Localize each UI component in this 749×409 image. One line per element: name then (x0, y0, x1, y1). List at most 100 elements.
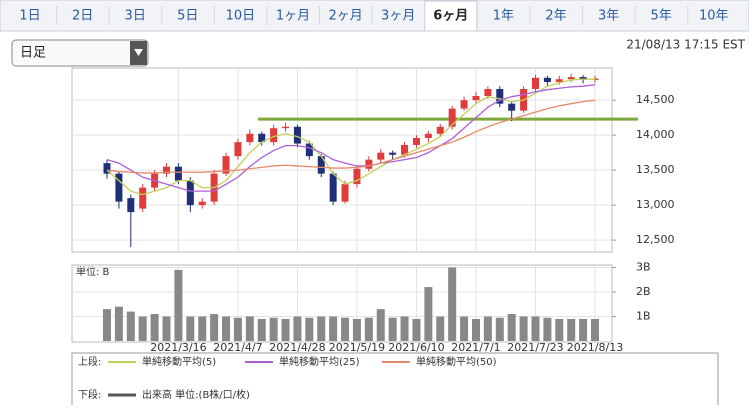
candle-body (567, 77, 575, 80)
volume-bar (448, 267, 457, 341)
tab[interactable]: 5年 (651, 9, 672, 24)
candle-body (365, 159, 373, 169)
dropdown[interactable] (11, 39, 149, 67)
volume-bar (567, 318, 576, 341)
volume-bar (424, 287, 433, 341)
candle-body (305, 143, 313, 157)
candle-body (127, 198, 135, 213)
x-tick-label: 2021/8/13 (567, 341, 623, 354)
tab[interactable]: 2日 (72, 9, 93, 24)
candle-body (270, 128, 278, 143)
volume-bar (579, 318, 588, 341)
volume-bar (103, 309, 111, 341)
volume-bar (507, 314, 516, 341)
tab[interactable]: 3年 (598, 9, 619, 24)
candle-body (484, 88, 492, 96)
candle-body (543, 77, 551, 82)
candle-body (555, 79, 563, 82)
selected-tab (424, 0, 478, 32)
candle-body (531, 77, 539, 89)
tab[interactable]: 5日 (177, 9, 198, 24)
tab[interactable]: 3日 (125, 9, 146, 24)
candle-body (139, 187, 147, 209)
volume-bar (519, 316, 528, 341)
candle-body (222, 156, 230, 174)
tabs: 1日 2日 3日 5日 10日 1ヶ月 2ヶ月 3ヶ月 6ヶ月 1年 2年 3年 5年 10年 (19, 0, 729, 32)
x-tick-label: 2021/7/1 (451, 341, 500, 354)
y-tick-label: 14,000 (636, 128, 675, 141)
candle-body (163, 166, 171, 174)
moving-average-line (106, 78, 595, 196)
volume-bar (591, 318, 599, 341)
x-tick-label: 2021/7/23 (507, 341, 563, 354)
legend-label: 単純移動平均(5) (142, 355, 216, 368)
candle-body (424, 133, 432, 138)
legend-lower-label: 下段: (78, 388, 101, 401)
volume-bar (293, 316, 302, 341)
candle-body (377, 152, 385, 160)
candle-body (460, 100, 468, 109)
candle-body (508, 103, 516, 111)
candle-body (436, 126, 444, 134)
y-tick-label: 3B (636, 260, 651, 273)
x-tick-label: 2021/3/16 (150, 341, 206, 354)
moving-average-line (106, 84, 596, 192)
volume-bar (364, 317, 373, 341)
legend-upper-label: 上段: (78, 355, 101, 368)
y-tick-label: 13,000 (636, 198, 675, 211)
tab[interactable]: 10年 (699, 9, 729, 24)
tab[interactable]: 1年 (493, 9, 514, 24)
volume-bar (471, 318, 480, 341)
timestamp: 21/08/13 17:15 EST (626, 38, 745, 52)
candle-body (353, 168, 361, 185)
y-tick-label: 1B (636, 309, 651, 322)
x-tick-label: 2021/4/7 (213, 341, 262, 354)
volume-bar (257, 318, 266, 341)
candle-body (496, 88, 504, 104)
tab[interactable]: 2ヶ月 (328, 9, 362, 24)
dropdown-arrow (134, 49, 143, 56)
candle-body (258, 133, 266, 143)
tab[interactable]: 6ヶ月 (433, 9, 468, 24)
candle-body (389, 152, 397, 155)
candle-body (234, 142, 242, 157)
volume-bar (114, 306, 123, 341)
volume-bar (186, 316, 195, 341)
legend-label: 単純移動平均(25) (279, 355, 360, 368)
x-tick-label: 2021/5/19 (329, 341, 385, 354)
volume-bar (305, 317, 314, 341)
candle-body (412, 137, 420, 145)
volume-bar (162, 316, 171, 341)
y-tick-label: 13,500 (636, 163, 675, 176)
candle-body (317, 156, 325, 174)
tab[interactable]: 1日 (19, 9, 40, 24)
tab[interactable]: 3ヶ月 (381, 9, 415, 24)
legend-label: 単純移動平均(50) (416, 355, 497, 368)
tab[interactable]: 2年 (545, 9, 566, 24)
volume-bar (329, 316, 338, 341)
volume-bar (376, 309, 385, 341)
candle-body (448, 108, 456, 127)
volume-bar (352, 318, 361, 341)
volume-bar (269, 317, 278, 341)
candle-body (282, 126, 290, 129)
volume-bar (341, 317, 350, 341)
candle-body (103, 163, 111, 174)
candle-body (293, 126, 301, 144)
volume-unit: 単位: B (76, 265, 110, 278)
y-tick-label: 2B (636, 285, 651, 298)
volume-bar (543, 317, 552, 341)
volume-bar (531, 316, 540, 341)
candle-body (329, 173, 337, 202)
tab-bar (0, 0, 749, 32)
volume-bar (174, 269, 183, 341)
tab[interactable]: 10日 (226, 9, 256, 24)
volume-bar (412, 318, 421, 341)
volume-bar (150, 314, 159, 341)
dropdown-text[interactable]: 日足 (20, 46, 46, 61)
tab[interactable]: 1ヶ月 (276, 9, 310, 24)
volume-bar (222, 316, 231, 341)
x-tick-label: 2021/4/28 (269, 341, 325, 354)
volume-bar (483, 316, 492, 341)
candle-body (198, 201, 206, 206)
